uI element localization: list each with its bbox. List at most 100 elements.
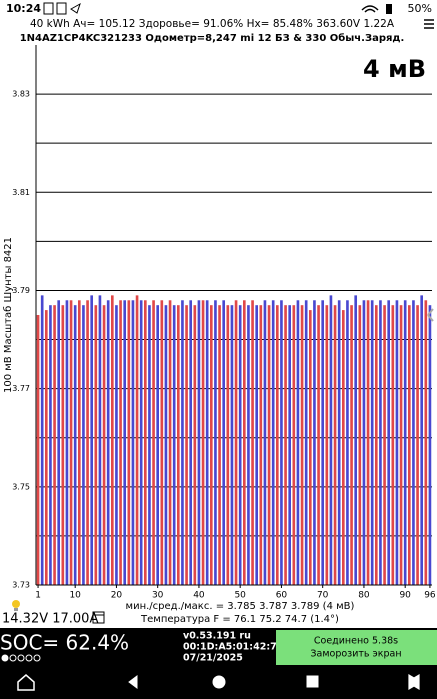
nav-back[interactable]: [128, 675, 138, 689]
bar: [354, 295, 358, 585]
bar: [110, 295, 114, 585]
bar: [201, 300, 205, 585]
nav-recent[interactable]: [306, 675, 319, 688]
x-tick-label: 80: [358, 591, 370, 601]
bar: [341, 310, 345, 585]
bar: [209, 305, 213, 585]
bar: [379, 300, 382, 585]
bar: [259, 305, 263, 585]
bar: [313, 300, 316, 585]
bar: [230, 305, 234, 585]
x-tick-label: 30: [152, 591, 164, 601]
bar: [172, 305, 176, 585]
bar: [300, 305, 304, 585]
menu-icon[interactable]: [424, 19, 434, 29]
bar: [403, 300, 407, 585]
bar: [275, 305, 279, 585]
header-line1: 40 kWh Ач= 105.12 Здоровье= 91.06% Нх= 8…: [30, 18, 395, 30]
bar: [214, 300, 217, 585]
bar: [98, 295, 102, 585]
x-tick-label: 70: [317, 591, 329, 601]
bar: [416, 305, 419, 585]
bar: [288, 305, 292, 585]
x-tick-label: 10: [69, 591, 81, 601]
bar: [407, 305, 411, 585]
x-tick-label: 1: [35, 591, 41, 601]
soc: SOC= 62.4%: [0, 631, 129, 655]
bar: [156, 305, 160, 585]
y-tick-label: 3.73: [12, 581, 30, 590]
bar: [193, 305, 197, 585]
x-tick-label: 96: [424, 591, 436, 601]
freeze-button[interactable]: [276, 630, 437, 665]
bar: [337, 300, 341, 585]
bar: [197, 300, 201, 585]
x-tick-label: 60: [276, 591, 288, 601]
bar: [317, 305, 320, 585]
bar: [61, 305, 65, 585]
bar: [222, 300, 226, 585]
bar: [395, 300, 399, 585]
bar: [284, 305, 287, 585]
calendar-icon[interactable]: [92, 611, 105, 624]
nav-home[interactable]: [17, 674, 35, 691]
bar: [325, 305, 329, 585]
bar: [362, 300, 366, 585]
x-tick-label: 50: [234, 591, 246, 601]
bar: [391, 305, 395, 585]
bar: [176, 305, 180, 585]
bar: [374, 305, 378, 585]
bar: [160, 300, 164, 585]
status-battery: 50%: [408, 2, 432, 15]
bar: [424, 300, 428, 585]
bar: [350, 305, 353, 585]
x-tick-label: 40: [193, 591, 205, 601]
plot: 3.73 3.75 3.77 3.79 3.81 3.83 1 10 20 30 40 50 60 70 8…: [12, 45, 436, 601]
status-time: 10:24: [6, 2, 41, 15]
bar: [292, 305, 296, 585]
y-tick-label: 3.83: [12, 90, 30, 99]
bar: [234, 300, 238, 585]
button-line1: Соединено 5.38s: [314, 636, 398, 647]
bar: [242, 300, 246, 585]
bar: [218, 305, 221, 585]
bar: [358, 305, 362, 585]
stats: мин./сред./макс. = 3.785 3.787 3.789 (4 …: [126, 601, 355, 612]
y-tick-label: 3.81: [12, 188, 30, 197]
bar: [346, 300, 349, 585]
nav-bar: [17, 673, 420, 691]
bar: [399, 305, 403, 585]
x-tick-label: 20: [111, 591, 123, 601]
next-arrow[interactable]: [427, 308, 434, 322]
bar: [49, 305, 52, 585]
bar: [387, 300, 391, 585]
bar: [271, 300, 275, 585]
nav-home-circle[interactable]: [212, 675, 226, 689]
bar: [280, 300, 283, 585]
bar: [131, 300, 135, 585]
button-line2: Заморозить экран: [310, 649, 401, 660]
version: v0.53.191 ru: [183, 631, 251, 642]
bar: [247, 305, 250, 585]
bar: [164, 305, 168, 585]
bar: [308, 310, 312, 585]
bar: [40, 295, 44, 585]
bar: [139, 300, 143, 585]
bar: [82, 305, 85, 585]
soc-dots: [1, 654, 41, 662]
bulb-icon: [12, 600, 20, 611]
bar: [119, 300, 122, 585]
bar: [189, 300, 193, 585]
voltage: 14.32V 17.00A: [2, 612, 98, 627]
header-line2: 1N4AZ1CP4KC321233 Одометр=8,247 mi 12 БЗ…: [20, 32, 405, 44]
bar: [90, 295, 94, 585]
bar: [251, 300, 254, 585]
bar: [86, 300, 89, 585]
bar: [73, 305, 77, 585]
bar: [135, 295, 139, 585]
temperature: Температура F = 76.1 75.2 74.7 (1.4°): [140, 614, 339, 625]
x-tick-label: 90: [399, 591, 411, 601]
nav-accessibility[interactable]: [408, 673, 420, 691]
